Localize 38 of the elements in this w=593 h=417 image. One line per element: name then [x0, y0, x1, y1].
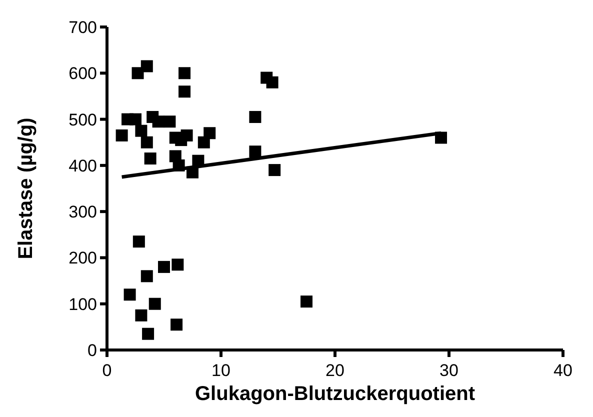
point	[135, 309, 148, 322]
x-tick-label: 10	[212, 361, 230, 380]
point	[116, 129, 128, 142]
y-tick-label: 200	[68, 248, 97, 268]
x-tick-label: 0	[102, 361, 112, 380]
point	[158, 260, 170, 273]
point	[140, 136, 153, 148]
x-tick-label: 20	[326, 361, 344, 380]
point	[249, 146, 262, 158]
point	[132, 236, 145, 248]
x-tick-label: 40	[554, 361, 572, 380]
point	[172, 258, 184, 271]
point	[130, 113, 142, 126]
point	[164, 116, 176, 128]
point	[142, 328, 154, 340]
point	[178, 86, 191, 98]
y-tick-label: 0	[88, 341, 97, 360]
y-axis-title: Elastase (µg/g)	[15, 118, 37, 260]
point	[135, 124, 148, 137]
point	[140, 60, 153, 72]
point	[124, 288, 136, 301]
y-tick-label: 500	[68, 110, 97, 130]
y-tick-label: 100	[68, 294, 97, 314]
point	[300, 296, 312, 308]
point	[144, 152, 156, 165]
y-tick-label: 700	[68, 18, 97, 37]
y-tick-label: 600	[68, 64, 97, 84]
point	[178, 67, 191, 80]
point	[170, 318, 183, 331]
point	[148, 298, 161, 310]
point	[140, 270, 153, 282]
point	[268, 164, 281, 176]
point	[204, 127, 216, 140]
y-tick-label: 400	[68, 156, 97, 176]
y-tick-label: 300	[68, 202, 97, 222]
x-axis-title: Glukagon-Blutzuckerquotient	[195, 383, 476, 405]
point	[249, 110, 262, 123]
x-tick-label: 30	[440, 361, 458, 380]
